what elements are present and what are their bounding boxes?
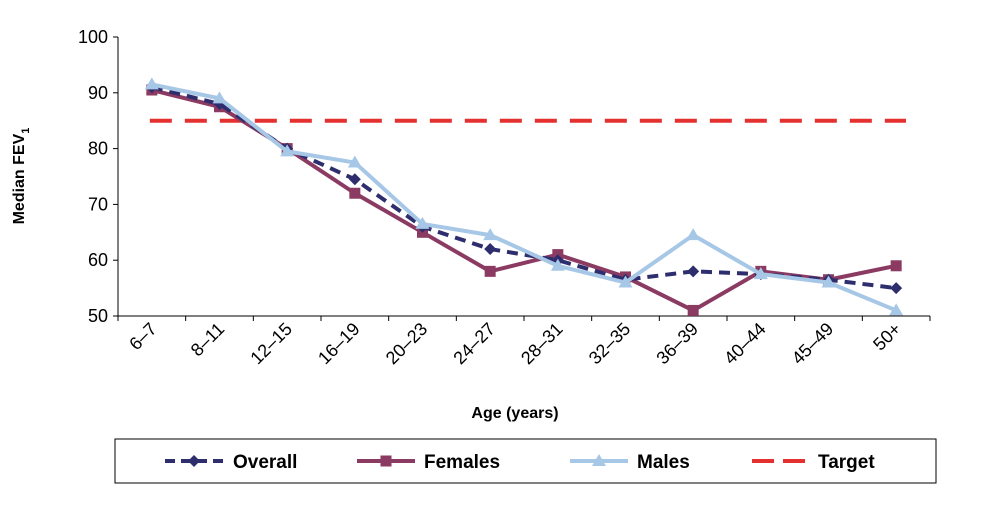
- y-axis-title: Median FEV1: [11, 128, 32, 225]
- series-line-males: [151, 82, 897, 313]
- x-tick-label: 16–19: [314, 319, 364, 369]
- data-point-males: [347, 155, 362, 168]
- y-tick-label: 90: [88, 83, 108, 103]
- y-axis-title-subscript: 1: [20, 128, 32, 134]
- legend-marker: [380, 455, 392, 467]
- y-tick-label: 80: [88, 139, 108, 159]
- x-tick-label: 12–15: [246, 319, 296, 369]
- data-point-males: [144, 77, 159, 90]
- legend-item-males: Males: [570, 452, 690, 473]
- y-tick-label: 50: [88, 306, 108, 326]
- data-point-males: [753, 267, 768, 280]
- x-axis-title: Age (years): [471, 405, 558, 422]
- legend-marker: [188, 455, 200, 467]
- data-point-overall: [890, 282, 903, 295]
- legend-item-females: Females: [357, 452, 500, 473]
- y-tick-label: 70: [88, 194, 108, 214]
- legend-item-overall: Overall: [165, 452, 297, 473]
- data-point-overall: [687, 265, 700, 278]
- data-point-males: [821, 275, 836, 288]
- data-point-overall: [348, 173, 361, 186]
- x-tick-label: 45–49: [788, 319, 838, 369]
- data-point-females: [349, 187, 361, 199]
- data-point-males: [415, 216, 430, 229]
- data-point-males: [686, 228, 701, 241]
- y-tick-label: 100: [78, 27, 108, 47]
- data-point-females: [687, 304, 699, 316]
- legend-label: Females: [424, 452, 500, 473]
- data-point-males: [212, 91, 227, 104]
- legend-label: Overall: [233, 452, 297, 473]
- x-tick-label: 40–44: [720, 319, 770, 369]
- x-tick-label: 6–7: [125, 319, 160, 354]
- y-tick-label: 60: [88, 250, 108, 270]
- x-tick-label: 50+: [869, 319, 905, 355]
- x-tick-label: 8–11: [187, 319, 229, 361]
- data-point-males: [483, 228, 498, 241]
- series-line-overall: [151, 85, 897, 291]
- data-point-males: [618, 275, 633, 288]
- x-ticks: 6–7 8–11 12–15 16–19 20–23 24–27 28–31 32–35 36–…: [117, 316, 931, 369]
- x-tick-label: 24–27: [449, 319, 499, 369]
- x-tick-label: 28–31: [517, 319, 567, 369]
- x-tick-label: 36–39: [652, 319, 702, 369]
- legend: Overall Females Males Target: [114, 438, 937, 484]
- x-tick-label: 32–35: [585, 319, 635, 369]
- series-males: [144, 77, 904, 316]
- y-ticks: 50 60 70 80 90 100: [78, 27, 118, 326]
- legend-marker: [592, 454, 606, 466]
- x-tick-label: 20–23: [382, 319, 432, 369]
- legend-item-target: Target: [752, 452, 875, 473]
- data-point-overall: [484, 243, 497, 256]
- data-point-females: [484, 265, 496, 277]
- series-layer: [144, 77, 906, 316]
- data-point-males: [550, 258, 565, 271]
- data-point-females: [890, 260, 902, 272]
- data-point-males: [889, 303, 904, 316]
- data-point-males: [280, 144, 295, 157]
- legend-label: Males: [637, 452, 690, 473]
- legend-label: Target: [818, 452, 875, 473]
